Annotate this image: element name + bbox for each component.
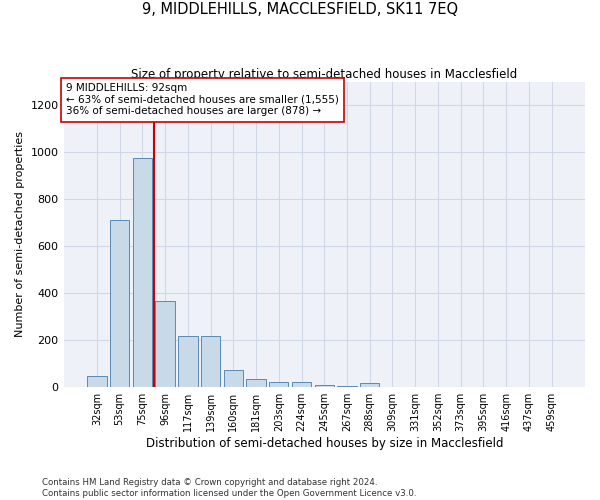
Bar	[337, 386, 356, 387]
Text: 9 MIDDLEHILLS: 92sqm
← 63% of semi-detached houses are smaller (1,555)
36% of se: 9 MIDDLEHILLS: 92sqm ← 63% of semi-detac…	[66, 83, 339, 116]
Text: Contains HM Land Registry data © Crown copyright and database right 2024.
Contai: Contains HM Land Registry data © Crown c…	[42, 478, 416, 498]
Bar	[133, 158, 152, 387]
Bar	[292, 382, 311, 387]
Bar	[155, 302, 175, 387]
Bar	[224, 370, 243, 387]
Bar	[269, 382, 289, 387]
Bar	[110, 220, 130, 387]
Text: 9, MIDDLEHILLS, MACCLESFIELD, SK11 7EQ: 9, MIDDLEHILLS, MACCLESFIELD, SK11 7EQ	[142, 2, 458, 18]
Title: Size of property relative to semi-detached houses in Macclesfield: Size of property relative to semi-detach…	[131, 68, 517, 80]
Bar	[87, 376, 107, 387]
Bar	[314, 385, 334, 387]
Bar	[178, 336, 197, 387]
Bar	[201, 336, 220, 387]
Y-axis label: Number of semi-detached properties: Number of semi-detached properties	[15, 132, 25, 338]
Bar	[360, 383, 379, 387]
X-axis label: Distribution of semi-detached houses by size in Macclesfield: Distribution of semi-detached houses by …	[146, 437, 503, 450]
Bar	[247, 379, 266, 387]
